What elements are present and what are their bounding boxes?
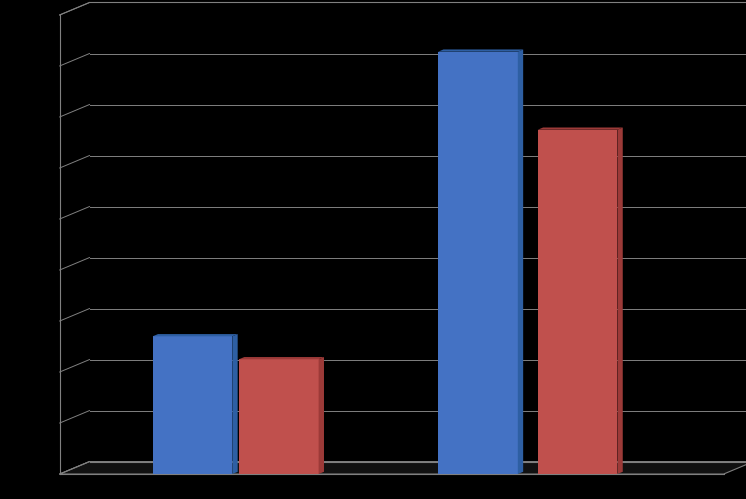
Polygon shape — [538, 128, 623, 130]
Polygon shape — [153, 336, 232, 474]
Polygon shape — [60, 2, 90, 474]
Polygon shape — [232, 334, 238, 474]
Polygon shape — [518, 49, 523, 474]
Polygon shape — [438, 52, 518, 474]
Polygon shape — [438, 49, 523, 52]
Polygon shape — [618, 128, 623, 474]
Polygon shape — [90, 2, 746, 462]
Polygon shape — [538, 130, 618, 474]
Polygon shape — [60, 462, 746, 474]
Polygon shape — [239, 359, 319, 474]
Polygon shape — [239, 357, 324, 359]
Polygon shape — [319, 357, 324, 474]
Polygon shape — [153, 334, 238, 336]
